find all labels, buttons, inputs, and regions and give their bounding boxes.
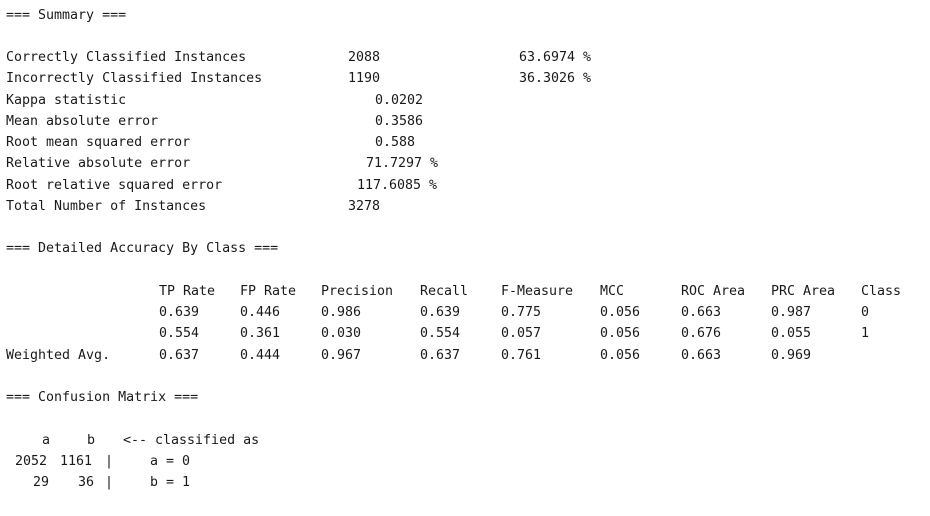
confusion-separator: |	[105, 454, 114, 469]
confusion-cell-ab: 1161	[60, 454, 93, 469]
summary-percent-incorrect: 36.3026 %	[519, 71, 592, 86]
accuracy-cell: 0	[861, 305, 870, 320]
accuracy-cell: 0.056	[600, 326, 641, 341]
accuracy-cell: 0.446	[240, 305, 281, 320]
accuracy-cell: 0.361	[240, 326, 281, 341]
confusion-header-note: <-- classified as	[123, 433, 260, 448]
accuracy-cell: 0.967	[321, 348, 362, 363]
summary-label-rmse: Root mean squared error	[6, 135, 191, 150]
accuracy-cell: 0.444	[240, 348, 281, 363]
confusion-cell-bb: 36	[78, 475, 95, 490]
summary-value-rae: 71.7297 %	[366, 156, 439, 171]
accuracy-col-fp-rate: FP Rate	[240, 284, 297, 299]
summary-label-kappa: Kappa statistic	[6, 93, 127, 108]
confusion-cell-ba: 29	[33, 475, 50, 490]
accuracy-cell: 0.056	[600, 348, 641, 363]
accuracy-cell: 0.775	[501, 305, 542, 320]
accuracy-cell: 0.639	[420, 305, 461, 320]
accuracy-col-f-measure: F-Measure	[501, 284, 574, 299]
accuracy-cell: 0.055	[771, 326, 812, 341]
summary-label-incorrect: Incorrectly Classified Instances	[6, 71, 263, 86]
accuracy-col-prc-area: PRC Area	[771, 284, 836, 299]
accuracy-cell: 0.761	[501, 348, 542, 363]
summary-label-total: Total Number of Instances	[6, 199, 207, 214]
summary-value-correct: 2088	[348, 50, 381, 65]
accuracy-cell: 0.986	[321, 305, 362, 320]
accuracy-cell: 0.057	[501, 326, 542, 341]
accuracy-col-precision: Precision	[321, 284, 394, 299]
accuracy-row-label-weighted-avg: Weighted Avg.	[6, 348, 111, 363]
confusion-row-label-b: b = 1	[150, 475, 191, 490]
confusion-header-b: b	[87, 433, 96, 448]
accuracy-cell: 0.663	[681, 305, 722, 320]
summary-heading: === Summary ===	[6, 8, 127, 23]
summary-percent-correct: 63.6974 %	[519, 50, 592, 65]
accuracy-col-tp-rate: TP Rate	[159, 284, 216, 299]
summary-value-rmse: 0.588	[375, 135, 416, 150]
accuracy-col-mcc: MCC	[600, 284, 625, 299]
confusion-row-label-a: a = 0	[150, 454, 191, 469]
accuracy-cell: 0.030	[321, 326, 362, 341]
accuracy-heading: === Detailed Accuracy By Class ===	[6, 241, 279, 256]
summary-label-rrse: Root relative squared error	[6, 178, 223, 193]
accuracy-cell: 0.969	[771, 348, 812, 363]
accuracy-col-class: Class	[861, 284, 902, 299]
summary-label-correct: Correctly Classified Instances	[6, 50, 247, 65]
accuracy-cell: 0.676	[681, 326, 722, 341]
accuracy-col-recall: Recall	[420, 284, 469, 299]
summary-value-kappa: 0.0202	[375, 93, 424, 108]
accuracy-cell: 0.056	[600, 305, 641, 320]
confusion-heading: === Confusion Matrix ===	[6, 390, 199, 405]
summary-value-rrse: 117.6085 %	[357, 178, 438, 193]
accuracy-cell: 0.637	[159, 348, 200, 363]
confusion-header-a: a	[42, 433, 51, 448]
accuracy-cell: 1	[861, 326, 870, 341]
summary-label-mae: Mean absolute error	[6, 114, 159, 129]
accuracy-cell: 0.987	[771, 305, 812, 320]
confusion-separator: |	[105, 475, 114, 490]
accuracy-col-roc-area: ROC Area	[681, 284, 746, 299]
accuracy-cell: 0.554	[420, 326, 461, 341]
summary-label-rae: Relative absolute error	[6, 156, 191, 171]
accuracy-cell: 0.639	[159, 305, 200, 320]
confusion-cell-aa: 2052	[15, 454, 48, 469]
summary-value-total: 3278	[348, 199, 381, 214]
summary-value-incorrect: 1190	[348, 71, 381, 86]
accuracy-cell: 0.663	[681, 348, 722, 363]
accuracy-cell: 0.637	[420, 348, 461, 363]
summary-value-mae: 0.3586	[375, 114, 424, 129]
accuracy-cell: 0.554	[159, 326, 200, 341]
